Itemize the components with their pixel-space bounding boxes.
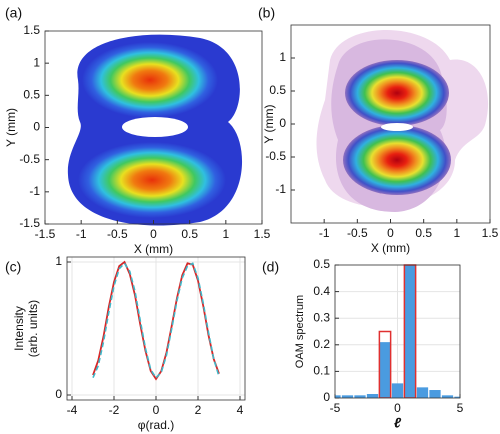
bar: [391, 383, 404, 398]
bar: [335, 395, 341, 398]
y-tick-label: 0.5: [23, 88, 40, 102]
x-tick-label: -0.5: [107, 227, 128, 241]
y-tick-label: -0.5: [19, 152, 40, 166]
y-axis-label: (arb. units): [26, 300, 40, 357]
bar: [366, 394, 379, 398]
axes-box: [44, 30, 263, 225]
y-tick-label: -1: [29, 184, 40, 198]
y-axis-label: Y (mm): [262, 104, 276, 143]
y-tick-label: -0.5: [265, 149, 286, 163]
y-tick-label: 1: [279, 50, 286, 64]
y-tick-label: 0.4: [313, 284, 330, 298]
x-tick-label: 1: [453, 226, 460, 240]
y-axis-label: OAM spectrum: [294, 295, 306, 368]
panel-label: (c): [5, 259, 21, 275]
x-tick-label: -2: [109, 403, 120, 417]
x-axis-label: X (mm): [371, 241, 410, 255]
x-tick-label: -4: [67, 403, 78, 417]
x-tick-label: 1: [222, 227, 229, 241]
y-tick-label: 0.2: [313, 337, 330, 351]
x-tick-label: 0.5: [415, 226, 432, 240]
y-tick-label: 1: [55, 254, 62, 268]
panel-label: (a): [5, 5, 22, 21]
y-tick-label: 0: [55, 387, 62, 401]
line-series: [92, 262, 220, 379]
x-tick-label: -1: [76, 227, 87, 241]
x-tick-label: 0: [387, 226, 394, 240]
y-tick-label: 0.1: [313, 364, 330, 378]
y-tick-label: 0: [279, 116, 286, 130]
bar: [378, 330, 392, 398]
y-axis-label: Y (mm): [4, 108, 18, 147]
intensity-image: [67, 34, 243, 226]
axes-box: [334, 264, 461, 399]
bar: [341, 395, 354, 398]
panel-label: (d): [262, 259, 279, 275]
y-tick-label: -1.5: [19, 216, 40, 230]
x-tick-label: 0.5: [181, 227, 198, 241]
bar: [379, 342, 391, 398]
x-tick-label: 4: [237, 403, 244, 417]
bar: [416, 387, 429, 398]
x-tick-label: -0.5: [347, 226, 368, 240]
y-axis-label: Intensity: [12, 306, 26, 351]
bar: [404, 265, 416, 398]
x-axis-label: φ(rad.): [138, 418, 174, 432]
x-tick-label: 0: [153, 403, 160, 417]
y-tick-label: -1: [275, 182, 286, 196]
y-tick-label: 1.5: [23, 23, 40, 37]
x-tick-label: -5: [330, 401, 341, 415]
axes-box: [290, 24, 491, 224]
x-tick-label: -1: [319, 226, 330, 240]
x-tick-label: 1.5: [254, 227, 271, 241]
y-tick-label: 0.5: [313, 257, 330, 271]
y-tick-label: 0.3: [313, 310, 330, 324]
x-tick-label: 1.5: [482, 226, 499, 240]
line-series: [92, 260, 220, 381]
x-tick-label: 2: [195, 403, 202, 417]
axes-box: [66, 256, 246, 401]
intensity-image: [316, 30, 489, 213]
y-tick-label: 0: [33, 120, 40, 134]
bar: [429, 390, 441, 398]
x-axis-label: X (mm): [134, 242, 173, 256]
panel-label: (b): [258, 5, 275, 21]
bar: [454, 396, 460, 398]
x-tick-label: 5: [457, 401, 464, 415]
x-tick-label: 0: [394, 401, 401, 415]
y-tick-label: 0: [323, 390, 330, 404]
bar: [354, 395, 366, 398]
x-axis-label: ℓ: [394, 415, 402, 431]
bar: [441, 395, 454, 398]
x-tick-label: -1.5: [35, 227, 56, 241]
x-tick-label: 0: [150, 227, 157, 241]
y-tick-label: 1: [33, 55, 40, 69]
y-tick-label: 0.5: [269, 83, 286, 97]
